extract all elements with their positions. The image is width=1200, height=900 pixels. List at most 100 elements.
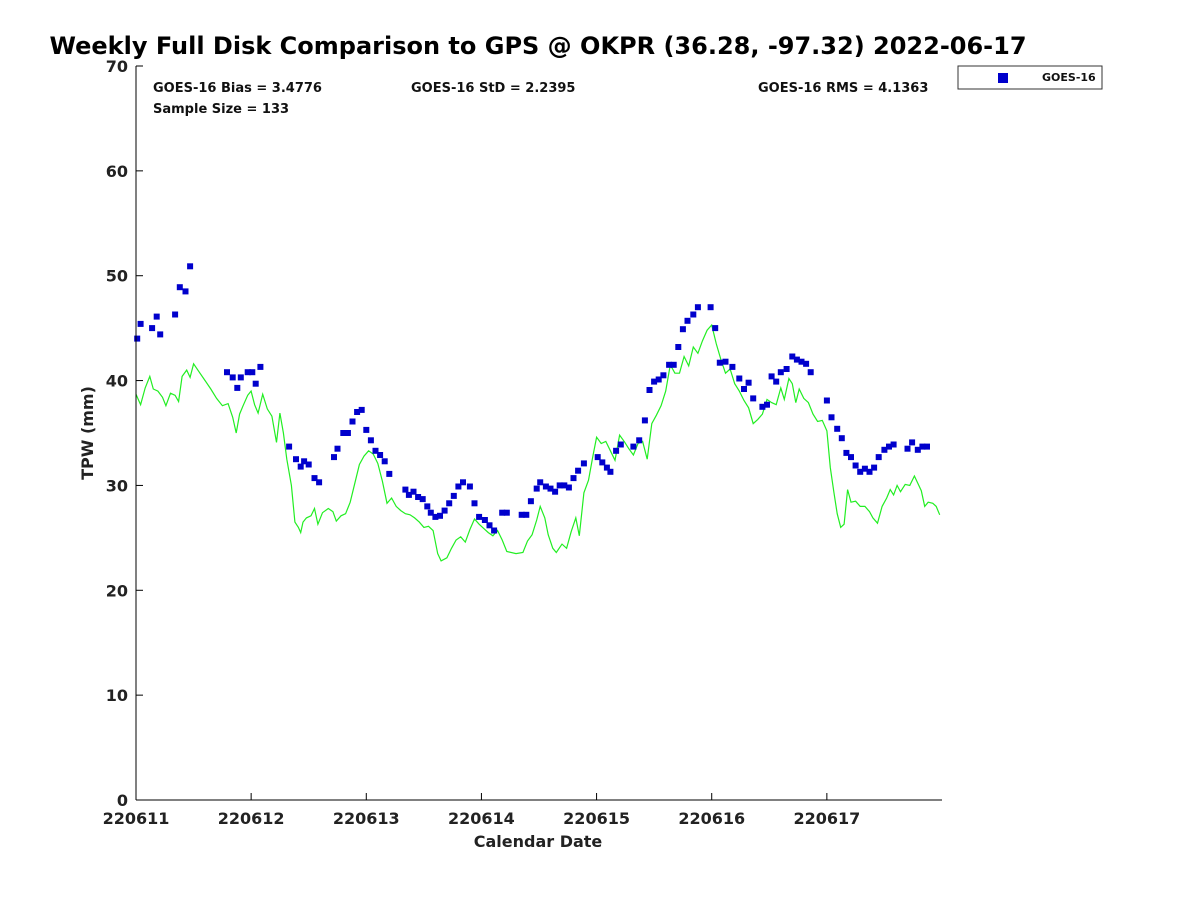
x-tick-label: 220612 <box>218 809 285 828</box>
data-point-goes-16 <box>405 491 412 498</box>
data-point-goes-16 <box>919 443 926 450</box>
legend-marker-goes16 <box>998 73 1008 83</box>
legend-label-goes16: GOES-16 <box>1042 71 1096 84</box>
data-point-goes-16 <box>386 470 393 477</box>
data-point-goes-16 <box>861 465 868 472</box>
data-point-goes-16 <box>432 513 439 520</box>
data-point-goes-16 <box>187 263 194 270</box>
data-point-goes-16 <box>301 458 308 465</box>
data-point-goes-16 <box>607 468 614 475</box>
data-point-goes-16 <box>670 361 677 368</box>
data-point-goes-16 <box>523 511 530 518</box>
data-point-goes-16 <box>613 447 620 454</box>
x-tick-label: 220613 <box>333 809 400 828</box>
data-point-goes-16 <box>419 496 426 503</box>
data-point-goes-16 <box>518 511 525 518</box>
data-point-goes-16 <box>237 374 244 381</box>
data-point-goes-16 <box>286 443 293 450</box>
data-point-goes-16 <box>441 507 448 514</box>
data-point-goes-16 <box>358 406 365 413</box>
data-point-goes-16 <box>798 358 805 365</box>
y-tick-label: 60 <box>106 162 128 181</box>
data-point-goes-16 <box>630 443 637 450</box>
y-tick-label: 10 <box>106 686 128 705</box>
data-point-goes-16 <box>149 325 156 332</box>
data-point-goes-16 <box>793 356 800 363</box>
data-point-goes-16 <box>527 498 534 505</box>
data-point-goes-16 <box>852 462 859 469</box>
data-point-goes-16 <box>257 363 264 370</box>
data-point-goes-16 <box>646 387 653 393</box>
plot-area-frame <box>136 66 942 800</box>
data-point-goes-16 <box>729 363 736 370</box>
data-point-goes-16 <box>437 512 443 519</box>
y-tick-label: 30 <box>106 476 128 495</box>
data-point-goes-16 <box>722 358 729 365</box>
y-tick-label: 40 <box>106 372 128 391</box>
data-point-goes-16 <box>455 483 462 490</box>
data-point-goes-16 <box>377 452 384 458</box>
data-point-goes-16 <box>331 454 337 461</box>
std-stat: GOES-16 StD = 2.2395 <box>411 81 575 96</box>
data-point-goes-16 <box>499 509 506 516</box>
data-point-goes-16 <box>471 500 478 507</box>
data-point-goes-16 <box>580 460 587 467</box>
data-point-goes-16 <box>617 441 624 448</box>
data-point-goes-16 <box>503 509 510 516</box>
data-point-goes-16 <box>415 494 422 500</box>
data-point-goes-16 <box>311 475 318 482</box>
data-point-goes-16 <box>234 384 241 391</box>
y-tick-label: 0 <box>117 791 128 810</box>
data-point-goes-16 <box>741 386 747 392</box>
data-point-goes-16 <box>712 325 719 332</box>
data-point-goes-16 <box>542 483 549 490</box>
y-tick-label: 50 <box>106 267 128 286</box>
data-point-goes-16 <box>807 369 814 376</box>
data-point-goes-16 <box>367 437 374 444</box>
data-point-goes-16 <box>843 449 850 456</box>
data-point-goes-16 <box>716 359 723 366</box>
data-point-goes-16 <box>305 461 312 468</box>
data-point-goes-16 <box>838 435 845 442</box>
data-point-goes-16 <box>354 409 361 415</box>
data-point-goes-16 <box>410 488 417 495</box>
data-point-goes-16 <box>372 447 379 454</box>
x-axis-ticks: 220611 220612 220613 220614 220615 220616 2206… <box>103 793 860 828</box>
data-point-goes-16 <box>316 479 323 486</box>
data-point-goes-16 <box>651 378 658 385</box>
data-point-goes-16 <box>349 418 356 425</box>
data-point-goes-16 <box>914 446 921 453</box>
data-point-goes-16 <box>759 403 766 410</box>
chart-title: Weekly Full Disk Comparison to GPS @ OKP… <box>49 32 1026 60</box>
data-point-goes-16 <box>424 503 431 510</box>
data-point-goes-16 <box>777 369 784 376</box>
data-point-goes-16 <box>547 485 554 492</box>
data-point-goes-16 <box>924 443 930 450</box>
x-tick-label: 220617 <box>793 809 860 828</box>
data-point-goes-16 <box>244 369 251 376</box>
data-point-goes-16 <box>157 331 164 338</box>
data-point-goes-16 <box>570 475 577 482</box>
data-point-goes-16 <box>561 482 568 489</box>
data-point-goes-16 <box>904 445 911 452</box>
data-point-goes-16 <box>675 344 682 350</box>
data-point-goes-16 <box>789 353 796 360</box>
data-point-goes-16 <box>344 430 351 436</box>
data-point-goes-16 <box>476 513 483 520</box>
y-tick-label: 70 <box>106 57 128 76</box>
legend-box <box>957 65 1103 90</box>
data-point-goes-16 <box>134 335 141 342</box>
data-point-goes-16 <box>402 486 409 493</box>
data-point-goes-16 <box>466 483 473 490</box>
series-layer <box>134 263 941 562</box>
data-point-goes-16 <box>297 463 304 470</box>
data-point-goes-16 <box>834 425 841 432</box>
data-point-goes-16 <box>707 304 714 311</box>
data-point-goes-16 <box>694 304 701 311</box>
data-point-goes-16 <box>881 446 888 453</box>
data-point-goes-16 <box>909 439 916 446</box>
data-point-goes-16 <box>866 468 873 475</box>
data-point-goes-16 <box>736 375 743 382</box>
y-axis-label: TPW (mm) <box>78 386 97 480</box>
